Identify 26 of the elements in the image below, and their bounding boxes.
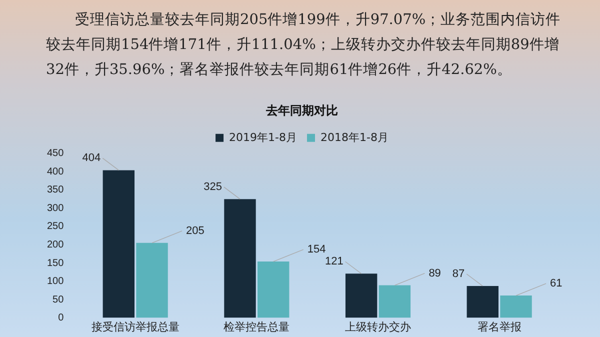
- y-tick-label: 0: [58, 312, 64, 324]
- data-label: 89: [428, 267, 441, 280]
- x-tick-label: 署名举报: [477, 320, 522, 334]
- y-tick-label: 50: [52, 294, 64, 306]
- x-tick-label: 上级转办交办: [345, 320, 412, 334]
- data-label: 154: [307, 244, 326, 256]
- y-tick-label: 450: [46, 148, 64, 160]
- y-tick-label: 100: [46, 276, 64, 288]
- y-tick-label: 300: [46, 202, 64, 214]
- y-tick-label: 200: [46, 239, 64, 250]
- y-tick-label: 250: [46, 221, 64, 232]
- data-label: 87: [452, 268, 465, 280]
- chart-title: 去年同期对比: [265, 103, 338, 118]
- data-label: 61: [550, 278, 562, 290]
- y-tick-label: 150: [46, 258, 64, 269]
- y-tick-label: 400: [46, 166, 64, 178]
- legend-label: 2019年1-8月: [229, 130, 298, 144]
- text: 受理信访总量较去年同期205件增199件，升97.07%；业务范围内信访件较去年同期154件增171件，升111.04%；上级转办交办件较去年同期89件增32件，升35.96%；署名举报件较去年同期61件增26件，升42.62%。: [46, 10, 562, 80]
- y-tick-label: 350: [46, 184, 64, 196]
- data-label: 325: [204, 181, 222, 194]
- data-label: 205: [186, 224, 204, 237]
- x-tick-label: 检举控告总量: [224, 320, 290, 334]
- legend-label: 2018年1-8月: [320, 130, 388, 144]
- x-tick-label: 接受信访举报总量: [91, 320, 180, 334]
- data-label: 121: [324, 256, 344, 268]
- data-label: 404: [82, 152, 101, 164]
